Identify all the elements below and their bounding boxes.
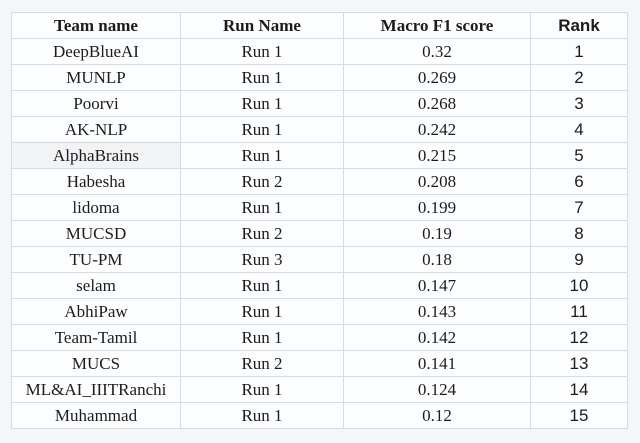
team-cell: TU-PM [11, 246, 181, 273]
table-row: selam Run 1 0.147 10 [11, 272, 628, 299]
table-row: AK-NLP Run 1 0.242 4 [11, 116, 628, 143]
team-cell: Team-Tamil [11, 324, 181, 351]
score-cell: 0.199 [343, 194, 531, 221]
team-cell: AlphaBrains [11, 142, 181, 169]
run-cell: Run 2 [180, 350, 344, 377]
run-cell: Run 1 [180, 376, 344, 403]
score-cell: 0.12 [343, 402, 531, 429]
table-row: Muhammad Run 1 0.12 15 [11, 402, 628, 429]
team-cell: ML&AI_IIITRanchi [11, 376, 181, 403]
table-row: lidoma Run 1 0.199 7 [11, 194, 628, 221]
table-row: MUNLP Run 1 0.269 2 [11, 64, 628, 91]
score-cell: 0.143 [343, 298, 531, 325]
rank-cell: 7 [530, 194, 628, 221]
team-cell: selam [11, 272, 181, 299]
run-cell: Run 1 [180, 116, 344, 143]
score-cell: 0.268 [343, 90, 531, 117]
rank-cell: 6 [530, 168, 628, 195]
column-header-run-name: Run Name [180, 12, 344, 39]
team-cell: DeepBlueAI [11, 38, 181, 65]
team-cell: AK-NLP [11, 116, 181, 143]
run-cell: Run 2 [180, 168, 344, 195]
score-cell: 0.208 [343, 168, 531, 195]
rank-cell: 2 [530, 64, 628, 91]
team-cell: MUNLP [11, 64, 181, 91]
rank-cell: 15 [530, 402, 628, 429]
score-cell: 0.147 [343, 272, 531, 299]
run-cell: Run 1 [180, 402, 344, 429]
score-cell: 0.142 [343, 324, 531, 351]
run-cell: Run 1 [180, 298, 344, 325]
team-cell: Poorvi [11, 90, 181, 117]
table-row: DeepBlueAI Run 1 0.32 1 [11, 38, 628, 65]
score-cell: 0.141 [343, 350, 531, 377]
score-cell: 0.215 [343, 142, 531, 169]
run-cell: Run 1 [180, 38, 344, 65]
run-cell: Run 1 [180, 64, 344, 91]
score-cell: 0.124 [343, 376, 531, 403]
team-cell: Habesha [11, 168, 181, 195]
run-cell: Run 1 [180, 90, 344, 117]
table-row: TU-PM Run 3 0.18 9 [11, 246, 628, 273]
team-cell: lidoma [11, 194, 181, 221]
table-row: Habesha Run 2 0.208 6 [11, 168, 628, 195]
score-cell: 0.269 [343, 64, 531, 91]
rank-cell: 8 [530, 220, 628, 247]
team-cell: MUCS [11, 350, 181, 377]
rank-cell: 13 [530, 350, 628, 377]
run-cell: Run 2 [180, 220, 344, 247]
score-cell: 0.19 [343, 220, 531, 247]
rank-cell: 14 [530, 376, 628, 403]
rank-cell: 1 [530, 38, 628, 65]
score-cell: 0.242 [343, 116, 531, 143]
rank-cell: 9 [530, 246, 628, 273]
team-cell: MUCSD [11, 220, 181, 247]
column-header-macro-f1-score: Macro F1 score [343, 12, 531, 39]
rank-cell: 4 [530, 116, 628, 143]
table-row: MUCS Run 2 0.141 13 [11, 350, 628, 377]
table-row: AbhiPaw Run 1 0.143 11 [11, 298, 628, 325]
score-cell: 0.32 [343, 38, 531, 65]
rank-cell: 3 [530, 90, 628, 117]
rank-cell: 5 [530, 142, 628, 169]
rank-cell: 11 [530, 298, 628, 325]
team-cell: Muhammad [11, 402, 181, 429]
run-cell: Run 1 [180, 272, 344, 299]
run-cell: Run 1 [180, 194, 344, 221]
score-cell: 0.18 [343, 246, 531, 273]
table-row: Team-Tamil Run 1 0.142 12 [11, 324, 628, 351]
run-cell: Run 1 [180, 324, 344, 351]
leaderboard-table: Team name Run Name Macro F1 score Rank D… [11, 12, 628, 429]
column-header-team-name: Team name [11, 12, 181, 39]
column-header-rank: Rank [530, 12, 628, 39]
results-table-container: Team name Run Name Macro F1 score Rank D… [11, 12, 628, 429]
team-cell: AbhiPaw [11, 298, 181, 325]
run-cell: Run 3 [180, 246, 344, 273]
run-cell: Run 1 [180, 142, 344, 169]
header-row: Team name Run Name Macro F1 score Rank [11, 12, 628, 39]
table-row: ML&AI_IIITRanchi Run 1 0.124 14 [11, 376, 628, 403]
table-row: MUCSD Run 2 0.19 8 [11, 220, 628, 247]
table-row: Poorvi Run 1 0.268 3 [11, 90, 628, 117]
rank-cell: 12 [530, 324, 628, 351]
rank-cell: 10 [530, 272, 628, 299]
table-row: AlphaBrains Run 1 0.215 5 [11, 142, 628, 169]
